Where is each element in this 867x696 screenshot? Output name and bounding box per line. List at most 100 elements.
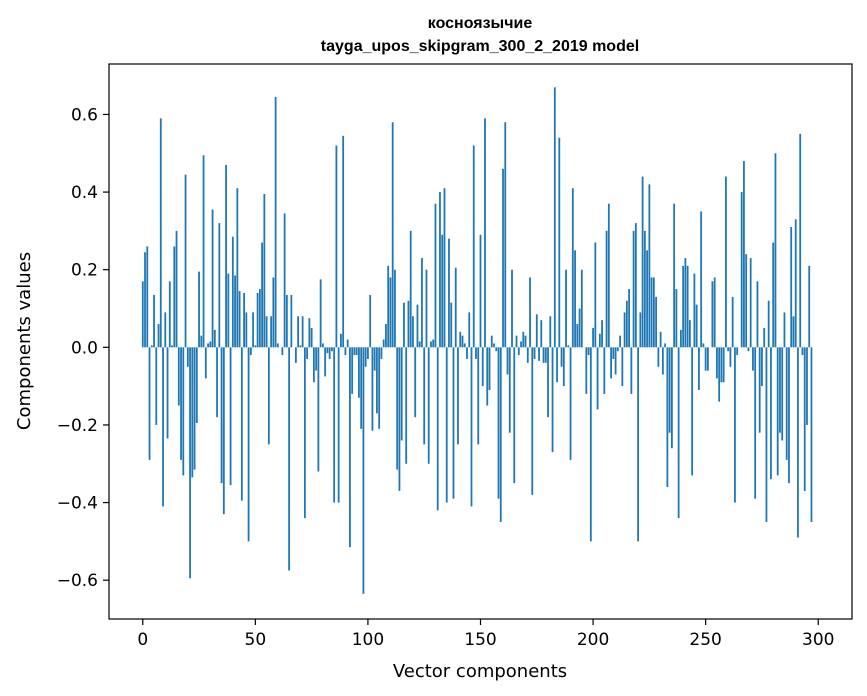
bar — [425, 269, 428, 348]
bar — [416, 304, 419, 348]
bar — [792, 316, 795, 348]
bar — [400, 347, 403, 441]
bar — [315, 347, 318, 371]
bar — [679, 329, 682, 348]
bar — [673, 203, 676, 348]
bar — [333, 347, 336, 503]
bar — [290, 294, 293, 348]
bar — [267, 347, 270, 445]
bar — [261, 242, 263, 348]
bar — [497, 347, 500, 499]
bar — [571, 188, 574, 348]
bar — [686, 265, 689, 348]
bar — [704, 347, 707, 371]
bar — [601, 320, 603, 348]
bar — [252, 312, 254, 348]
bar — [702, 343, 705, 348]
bar — [168, 281, 171, 348]
bar — [803, 347, 806, 491]
bar — [725, 176, 727, 348]
bar — [162, 347, 164, 507]
bar — [301, 316, 304, 348]
bar — [281, 347, 284, 356]
bar — [533, 347, 536, 359]
bar — [524, 335, 527, 348]
x-tick-label: 250 — [689, 630, 721, 650]
bar — [479, 234, 482, 348]
bar — [218, 223, 221, 348]
bar — [177, 347, 180, 406]
bar — [504, 122, 507, 348]
bar — [436, 347, 439, 511]
y-tick-label: −0.4 — [57, 494, 98, 514]
bar — [432, 339, 435, 348]
bar — [457, 347, 459, 445]
bar — [711, 281, 714, 348]
bar — [240, 347, 243, 501]
bar — [515, 335, 518, 348]
bar — [144, 252, 146, 348]
bar — [306, 347, 309, 359]
bar — [767, 300, 770, 348]
bar — [643, 230, 646, 348]
bar — [236, 188, 239, 348]
bar — [740, 192, 743, 348]
bar — [171, 345, 173, 348]
bar — [657, 347, 660, 367]
bar — [592, 327, 594, 348]
y-tick-label: −0.2 — [57, 416, 98, 436]
bar — [628, 289, 630, 348]
bar — [661, 347, 664, 375]
bar — [619, 335, 621, 348]
bar — [159, 118, 162, 348]
bar — [396, 347, 399, 470]
bar — [256, 292, 259, 348]
bar — [808, 265, 811, 348]
bar — [204, 347, 207, 379]
bar — [405, 347, 408, 464]
bar — [184, 174, 187, 348]
bar — [745, 254, 748, 348]
bar — [607, 203, 610, 348]
bar — [749, 258, 752, 348]
bar — [544, 347, 547, 363]
bar — [693, 273, 696, 348]
y-tick-label: 0.2 — [71, 261, 98, 281]
bar — [441, 234, 444, 348]
bar — [513, 347, 516, 484]
bar — [364, 347, 367, 367]
bar — [216, 347, 218, 418]
bar — [634, 223, 637, 348]
bar — [166, 347, 169, 439]
bar — [484, 118, 486, 348]
bar — [191, 347, 194, 478]
y-tick-label: 0.0 — [71, 338, 98, 358]
bar — [164, 312, 167, 348]
bar — [258, 289, 261, 348]
bar — [324, 347, 327, 377]
bar — [556, 347, 558, 383]
bar — [389, 277, 392, 348]
bar — [276, 343, 279, 348]
bar — [605, 230, 608, 348]
bar — [797, 347, 799, 538]
bar — [553, 87, 556, 348]
bar — [245, 312, 248, 348]
bar — [454, 267, 457, 348]
bar — [448, 238, 450, 348]
y-axis: −0.6 −0.4 −0.2 0.0 0.2 0.4 0.6 — [57, 105, 109, 591]
bar — [580, 269, 583, 348]
bar — [677, 347, 680, 519]
bar — [522, 331, 525, 348]
bar — [373, 347, 376, 371]
bar — [560, 347, 563, 367]
bar — [213, 329, 216, 348]
bar — [189, 347, 191, 579]
bar — [765, 347, 768, 522]
bar — [495, 347, 498, 352]
bar — [731, 296, 734, 348]
bar — [270, 316, 273, 348]
bar — [182, 347, 185, 476]
bar — [477, 347, 480, 445]
